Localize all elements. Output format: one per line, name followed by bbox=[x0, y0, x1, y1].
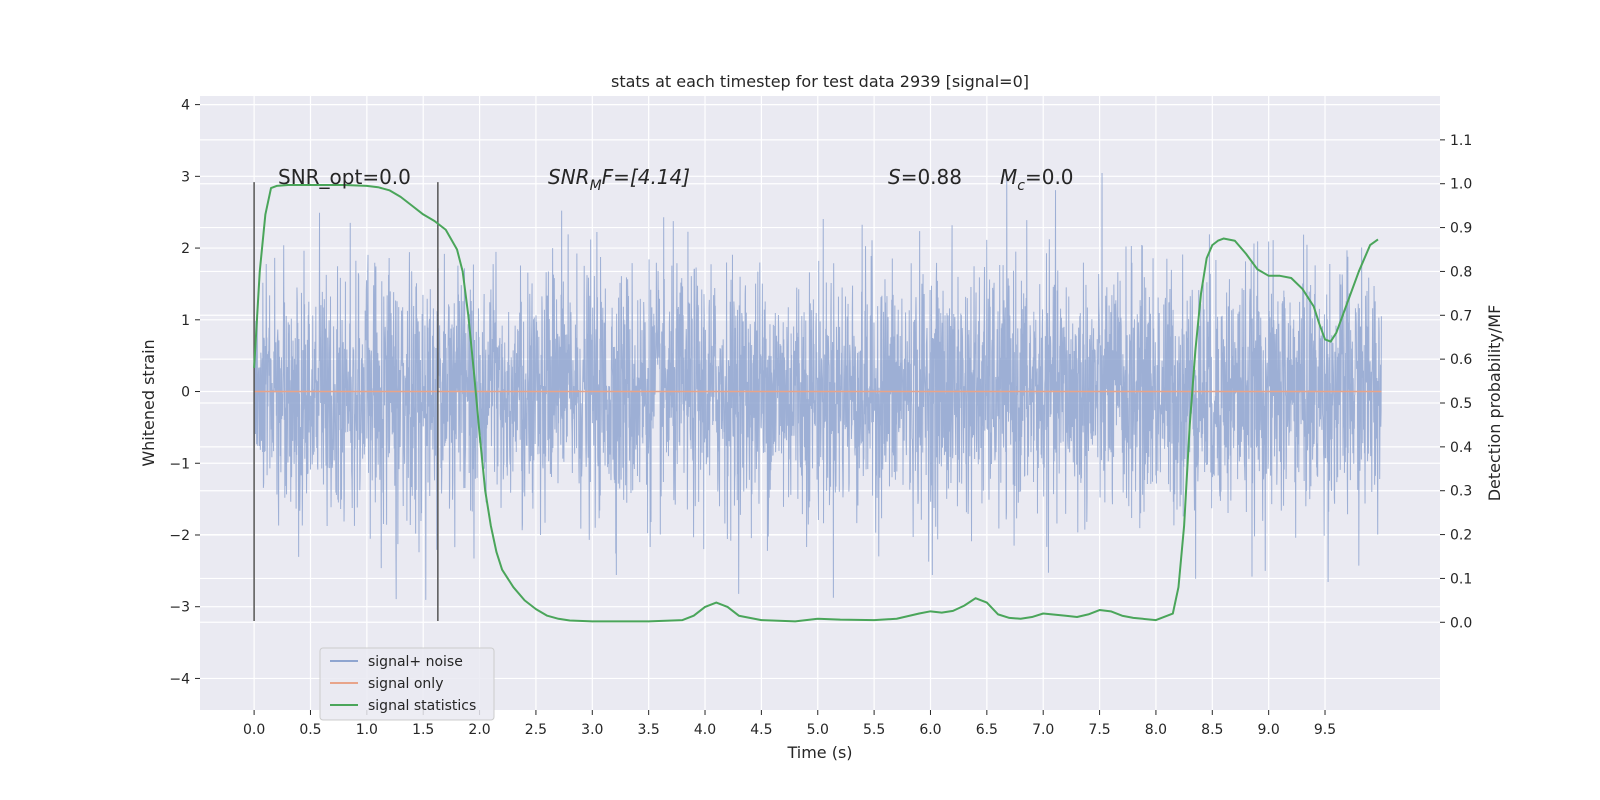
legend-label-signal-noise: signal+ noise bbox=[368, 654, 463, 670]
x-tick-label: 5.0 bbox=[807, 722, 829, 738]
x-tick-label: 7.5 bbox=[1088, 722, 1110, 738]
annotation-s-rest: =0.88 bbox=[901, 165, 962, 189]
legend-label-signal-only: signal only bbox=[368, 676, 443, 692]
axis-ticks: 0.0 0.5 1.0 1.5 2.0 2.5 3.0 3.5 4.0 4.5 5.0 5.5 6.0 6… bbox=[169, 98, 1472, 738]
x-tick-label: 6.0 bbox=[919, 722, 941, 738]
x-tick-label: 1.0 bbox=[356, 722, 378, 738]
x-tick-label: 2.5 bbox=[525, 722, 547, 738]
y-tick-label: −3 bbox=[169, 600, 190, 616]
y-tick-label: −1 bbox=[169, 456, 190, 472]
x-tick-label: 9.0 bbox=[1258, 722, 1280, 738]
annotation-snr-mf-rest: F=[4.14] bbox=[602, 165, 690, 189]
y-tick-label: 4 bbox=[181, 98, 190, 114]
y-right-tick-label: 0.0 bbox=[1450, 615, 1472, 631]
series-signal-statistics bbox=[253, 184, 1379, 623]
chart-title: stats at each timestep for test data 293… bbox=[611, 72, 1029, 91]
y-tick-label: 2 bbox=[181, 241, 190, 257]
plot-series bbox=[253, 173, 1382, 623]
x-axis-label: Time (s) bbox=[786, 743, 852, 762]
x-tick-label: 7.0 bbox=[1032, 722, 1054, 738]
annotation-s-var: S bbox=[888, 165, 901, 189]
x-tick-label: 3.5 bbox=[638, 722, 660, 738]
x-tick-label: 8.0 bbox=[1145, 722, 1167, 738]
x-tick-label: 3.0 bbox=[581, 722, 603, 738]
y-tick-label: −2 bbox=[169, 528, 190, 544]
legend: signal+ noise signal only signal statist… bbox=[319, 647, 495, 721]
annotation-snr-mf-base: SNR bbox=[548, 165, 590, 189]
annotation-mc-sub: c bbox=[1017, 178, 1025, 194]
x-tick-label: 8.5 bbox=[1201, 722, 1223, 738]
y-right-tick-label: 0.2 bbox=[1450, 528, 1472, 544]
x-tick-label: 4.5 bbox=[750, 722, 772, 738]
y-right-tick-label: 0.9 bbox=[1450, 221, 1472, 237]
y-tick-label: −4 bbox=[169, 671, 190, 687]
annotation-s: S=0.88 bbox=[888, 165, 962, 189]
x-tick-label: 1.5 bbox=[412, 722, 434, 738]
y-right-tick-label: 0.4 bbox=[1450, 440, 1472, 456]
x-tick-label: 0.5 bbox=[299, 722, 321, 738]
y-axis-label: Whitened strain bbox=[139, 339, 158, 466]
y-right-tick-label: 0.8 bbox=[1450, 264, 1472, 280]
y-right-tick-label: 0.6 bbox=[1450, 352, 1472, 368]
y-right-tick-label: 1.0 bbox=[1450, 177, 1472, 193]
x-tick-label: 5.5 bbox=[863, 722, 885, 738]
y-tick-label: 1 bbox=[181, 313, 190, 329]
y-right-tick-label: 0.3 bbox=[1450, 484, 1472, 500]
annotation-snr-opt: SNR_opt=0.0 bbox=[278, 165, 411, 189]
annotation-mc: Mc=0.0 bbox=[1000, 165, 1074, 194]
annotation-snr-mf-sub: M bbox=[590, 178, 602, 194]
x-tick-label: 0.0 bbox=[243, 722, 265, 738]
y-tick-label: 0 bbox=[181, 385, 190, 401]
y-right-tick-label: 1.1 bbox=[1450, 133, 1472, 149]
y-tick-label: 3 bbox=[181, 169, 190, 185]
annotation-mc-rest: =0.0 bbox=[1025, 165, 1074, 189]
legend-box bbox=[319, 647, 495, 721]
x-tick-label: 2.0 bbox=[468, 722, 490, 738]
y-right-tick-label: 0.5 bbox=[1450, 396, 1472, 412]
legend-label-signal-statistics: signal statistics bbox=[368, 698, 476, 714]
series-signal-noise bbox=[253, 173, 1382, 600]
annotation-snr-mf: SNRMF=[4.14] bbox=[548, 165, 690, 194]
x-tick-label: 4.0 bbox=[694, 722, 716, 738]
x-tick-label: 6.5 bbox=[976, 722, 998, 738]
y-right-tick-label: 0.7 bbox=[1450, 308, 1472, 324]
y-right-axis-label: Detection probability/MF bbox=[1485, 305, 1504, 502]
y-right-tick-label: 0.1 bbox=[1450, 571, 1472, 587]
annotation-mc-var: M bbox=[1000, 165, 1017, 189]
x-tick-label: 9.5 bbox=[1314, 722, 1336, 738]
annotations: SNR_opt=0.0 SNRMF=[4.14] S=0.88 Mc=0.0 bbox=[278, 165, 1074, 194]
